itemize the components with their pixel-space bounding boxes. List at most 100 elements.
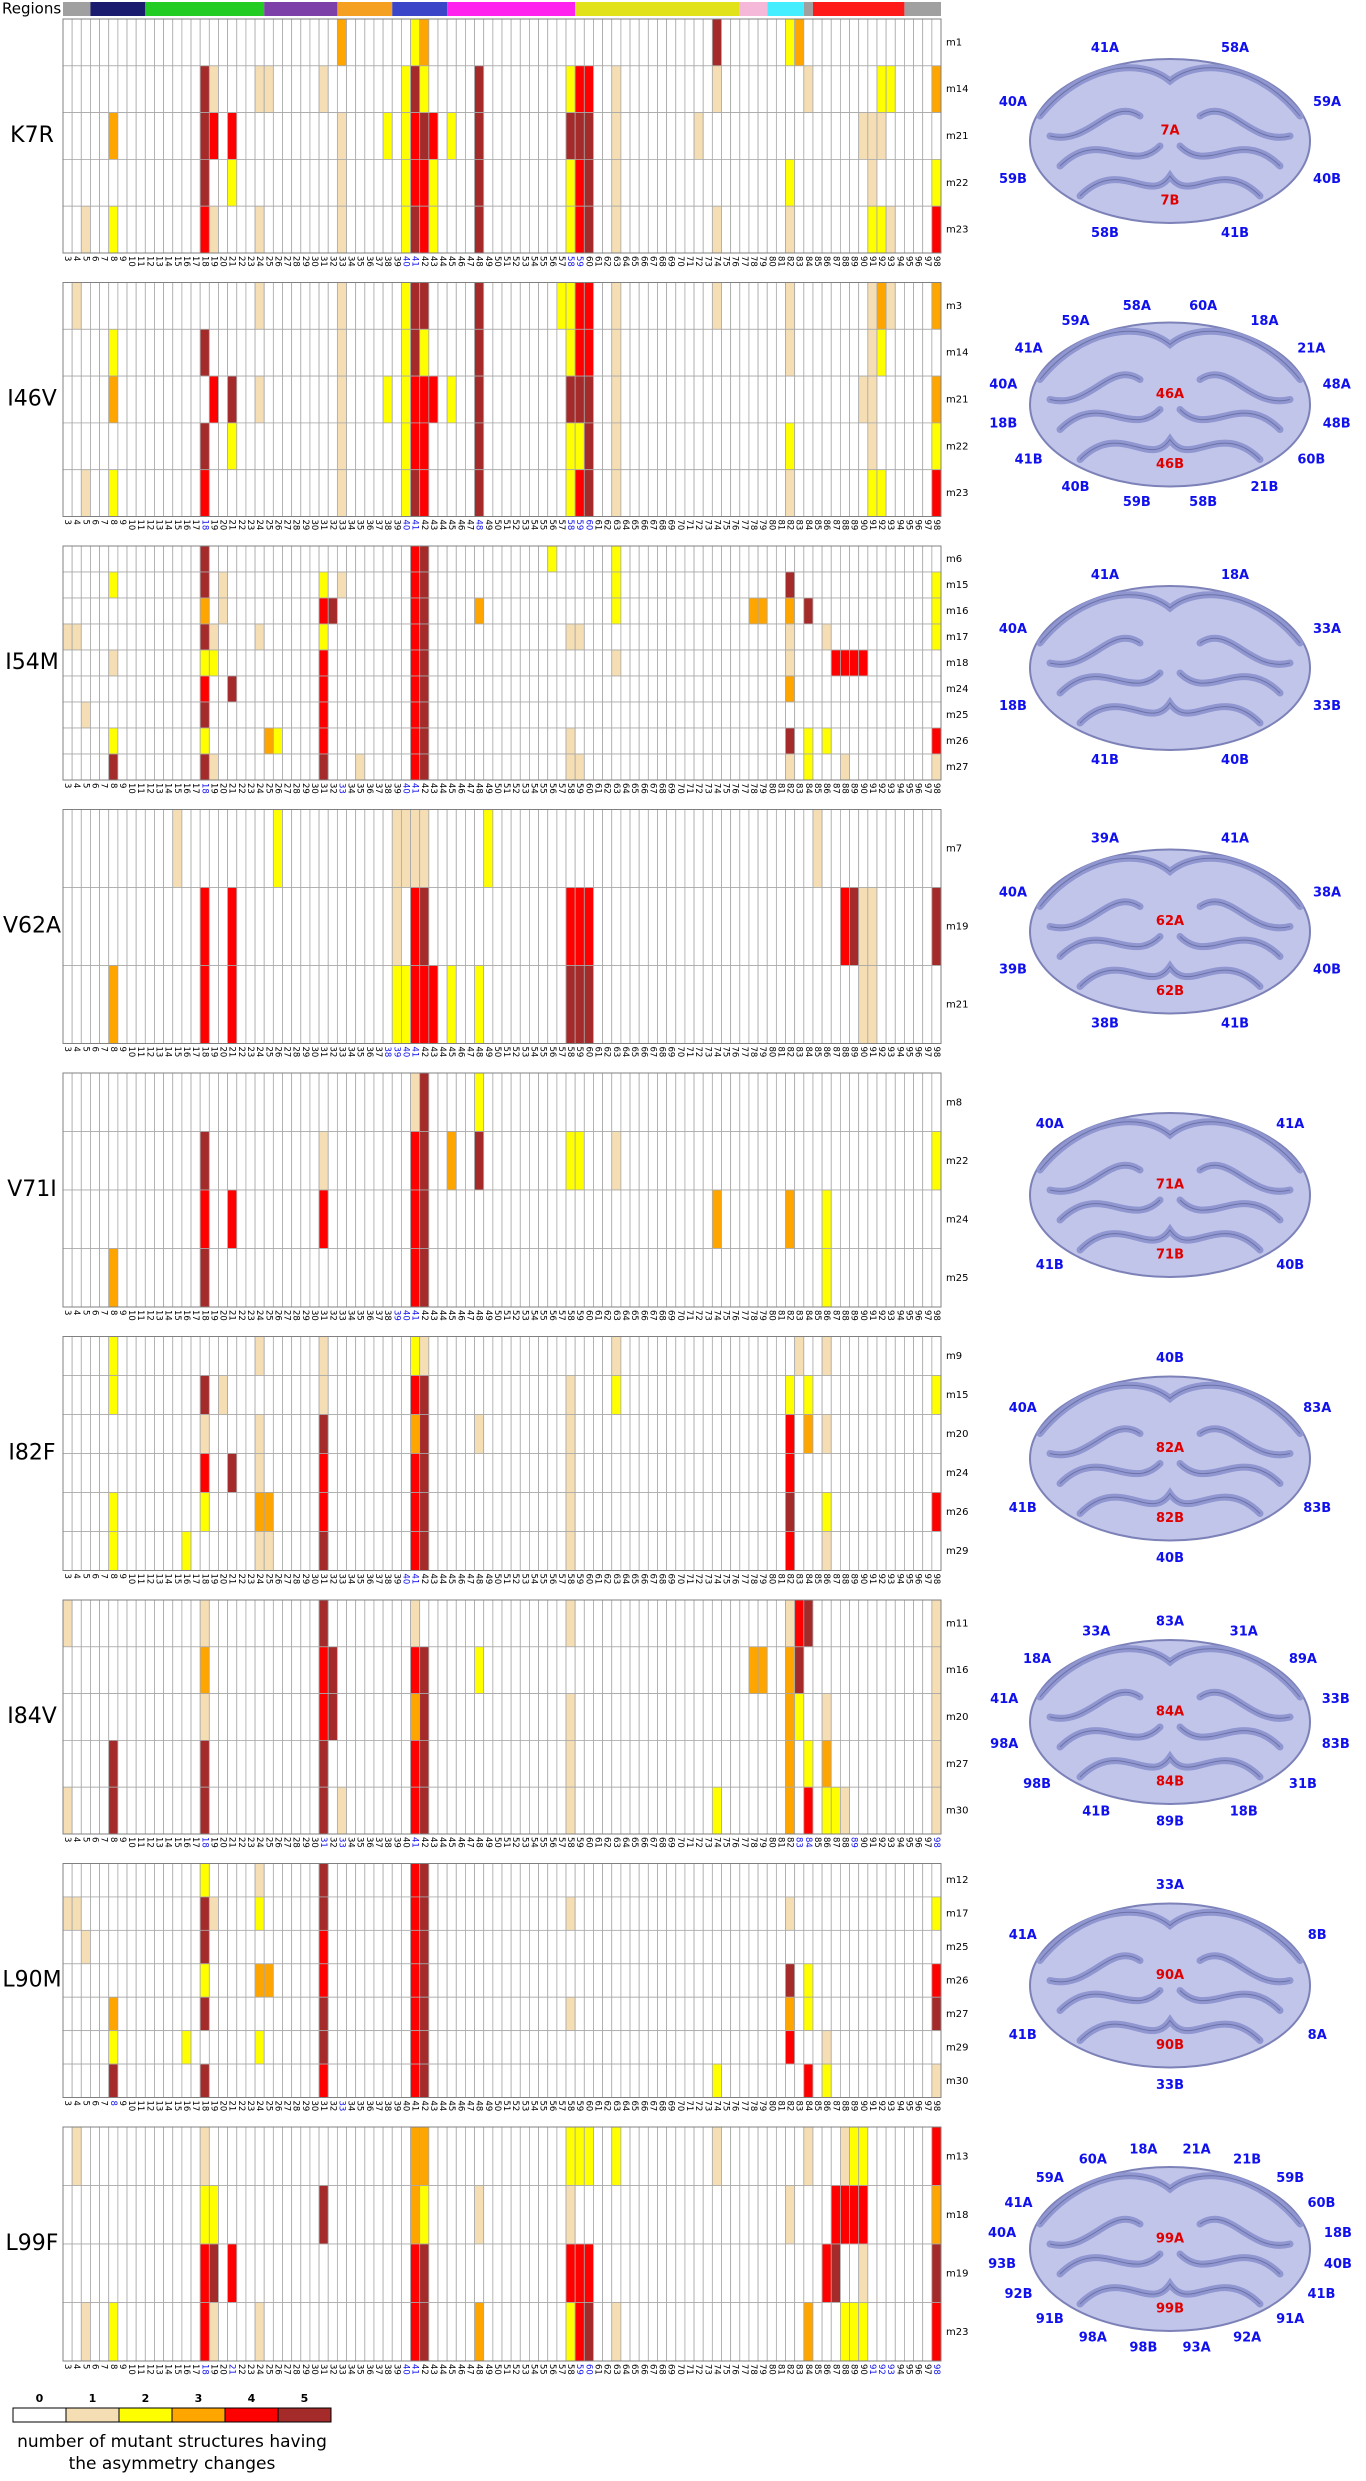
x-tick-label: 34 (346, 1574, 356, 1585)
heatmap-cell (702, 1996, 713, 2032)
heatmap-cell (172, 1189, 183, 1249)
heatmap-cell (218, 375, 229, 424)
heatmap-cell (199, 375, 210, 424)
heatmap-cell (117, 375, 128, 424)
heatmap-cell (154, 18, 165, 67)
x-tick-label: 37 (373, 520, 383, 531)
x-tick-label: 33 (336, 1837, 346, 1848)
heatmap-cell (108, 65, 119, 114)
heatmap-cell (684, 65, 695, 114)
heatmap-cell (245, 1996, 256, 2032)
x-tick-label: 21 (227, 783, 237, 794)
heatmap-cell (135, 1531, 146, 1571)
x-tick-label: 17 (190, 256, 200, 267)
heatmap-cell (904, 1414, 914, 1454)
heatmap-cell (702, 1963, 713, 1998)
heatmap-cell (410, 2030, 421, 2065)
heatmap-cell (272, 1375, 283, 1415)
heatmap-cell (263, 1453, 274, 1493)
heatmap-cell (611, 282, 622, 330)
x-tick-label: 86 (821, 1047, 831, 1058)
heatmap-cell (172, 1492, 183, 1532)
x-tick-label: 33 (336, 1310, 346, 1321)
heatmap-cell (583, 809, 594, 888)
heatmap-cell (254, 1599, 265, 1648)
heatmap-cell (839, 422, 850, 471)
heatmap-cell (657, 887, 668, 966)
heatmap-cell (428, 1531, 439, 1571)
heatmap-cell (821, 328, 832, 377)
heatmap-cell (666, 1453, 677, 1493)
heatmap-cell (785, 809, 796, 888)
heatmap-cell (602, 112, 613, 160)
heatmap-cell (647, 1453, 658, 1493)
heatmap-cell (291, 675, 302, 703)
heatmap-cell (611, 1693, 622, 1741)
heatmap-cell (126, 809, 137, 888)
heatmap-cell (126, 1863, 137, 1898)
heatmap-cell (190, 1189, 201, 1249)
heatmap-cell (556, 545, 567, 573)
x-tick-label: 21 (227, 1574, 237, 1585)
heatmap-cell (90, 469, 100, 517)
heatmap-cell (547, 422, 558, 471)
heatmap-cell (894, 65, 905, 114)
heatmap-cell (254, 205, 265, 254)
heatmap-cell (364, 18, 375, 67)
heatmap-cell (318, 597, 329, 625)
x-tick-label: 34 (346, 256, 356, 267)
heatmap-cell (519, 727, 530, 755)
heatmap-cell (245, 965, 256, 1044)
heatmap-cell (638, 597, 649, 625)
heatmap-cell (154, 1740, 165, 1788)
heatmap-cell (154, 1414, 165, 1454)
heatmap-cell (446, 1131, 457, 1191)
heatmap-cell (126, 375, 137, 424)
heatmap-cell (327, 1336, 338, 1376)
heatmap-cell (583, 727, 594, 755)
heatmap-cell (501, 597, 512, 625)
heatmap-cell (766, 112, 777, 160)
heatmap-cell (236, 328, 247, 377)
heatmap-cell (419, 1740, 430, 1788)
heatmap-cell (894, 597, 905, 625)
x-tick-label: 57 (556, 1310, 566, 1321)
heatmap-cell (428, 649, 439, 677)
heatmap-cell (529, 1693, 539, 1741)
x-tick-label: 40 (400, 520, 410, 531)
heatmap-cell (620, 328, 631, 377)
heatmap-cell (144, 1599, 155, 1648)
heatmap-cell (766, 422, 777, 471)
heatmap-cell (565, 18, 576, 67)
heatmap-cell (135, 545, 146, 573)
heatmap-cell (711, 887, 722, 966)
heatmap-cell (99, 2030, 110, 2065)
heatmap-cell (839, 469, 850, 517)
heatmap-cell (666, 422, 677, 471)
residue-label: 48A (1323, 377, 1351, 392)
x-tick-label: 45 (446, 1310, 456, 1321)
heatmap-cell (867, 158, 878, 207)
heatmap-cell (876, 65, 887, 114)
mutation-name: I84V (7, 1704, 57, 1729)
x-tick-label: 66 (638, 1837, 648, 1848)
heatmap-cell (154, 675, 165, 703)
heatmap-cell (510, 1929, 521, 1965)
heatmap-cell (199, 1996, 210, 2032)
x-tick-label: 64 (620, 1574, 630, 1585)
heatmap-cell (922, 375, 933, 424)
heatmap-cell (666, 1963, 677, 1998)
heatmap-cell (693, 1072, 704, 1132)
row-label: m21 (946, 131, 968, 142)
heatmap-cell (336, 623, 347, 651)
heatmap-cell (794, 1863, 805, 1898)
heatmap-cell (711, 1786, 722, 1835)
x-tick-label: 73 (702, 520, 712, 531)
heatmap-cell (803, 1072, 814, 1132)
heatmap-cell (638, 469, 649, 517)
heatmap-cell (263, 1131, 274, 1191)
heatmap-cell (135, 727, 146, 755)
heatmap-cell (99, 1072, 110, 1132)
x-tick-label: 36 (364, 520, 374, 531)
x-tick-label: 80 (766, 1047, 776, 1058)
